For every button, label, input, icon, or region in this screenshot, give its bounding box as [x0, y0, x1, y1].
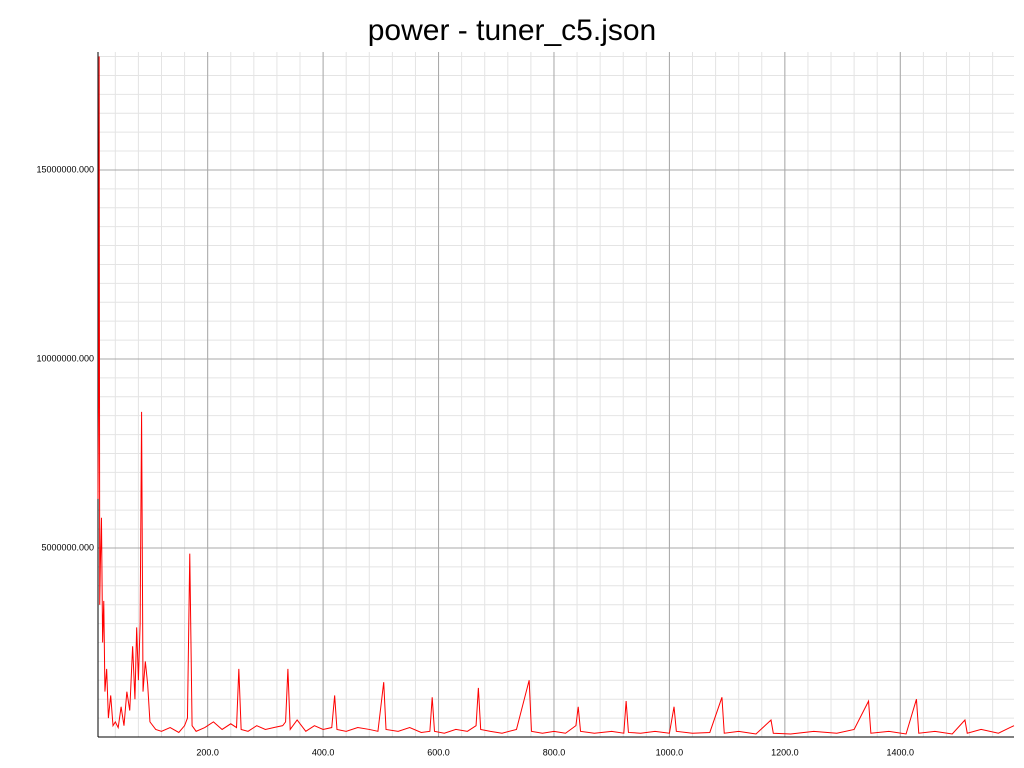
y-tick-label: 15000000.000 [36, 164, 94, 174]
y-tick-label: 5000000.000 [41, 542, 94, 552]
x-tick-label: 400.0 [312, 747, 335, 757]
x-tick-label: 200.0 [196, 747, 219, 757]
x-tick-label: 1200.0 [771, 747, 799, 757]
x-tick-label: 600.0 [427, 747, 450, 757]
x-tick-label: 1400.0 [887, 747, 915, 757]
x-tick-label: 800.0 [543, 747, 566, 757]
data-line [97, 56, 1015, 735]
y-tick-label: 10000000.000 [36, 353, 94, 363]
chart-title: power - tuner_c5.json [368, 14, 657, 47]
x-tick-label: 1000.0 [656, 747, 684, 757]
